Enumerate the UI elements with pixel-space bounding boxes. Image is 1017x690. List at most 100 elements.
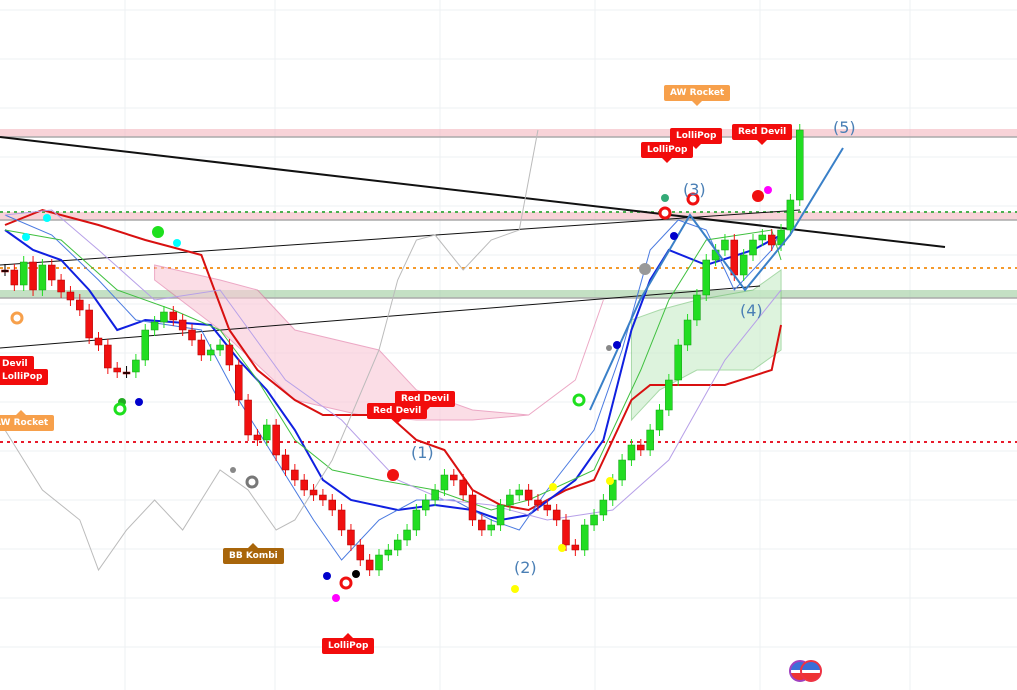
candle-body	[534, 499, 542, 506]
us-flag-event-icon[interactable]	[800, 660, 822, 682]
candle-body	[515, 489, 523, 496]
candle-body	[758, 234, 767, 241]
signal-ring	[572, 393, 586, 407]
candle-body	[225, 344, 234, 366]
signal-label-aw-rocket: AW Rocket	[0, 410, 55, 431]
signal-label-bb-kombi: BB Kombi	[223, 543, 284, 564]
candle-body	[337, 509, 346, 531]
signal-dot	[323, 572, 331, 580]
candle-body	[347, 529, 355, 546]
candle-body	[767, 234, 776, 246]
candle-body	[94, 337, 103, 346]
signal-dot	[152, 226, 164, 238]
candle-body	[309, 489, 318, 496]
signal-dot	[661, 194, 669, 202]
signal-ring	[686, 192, 700, 206]
signal-dot	[606, 345, 612, 351]
candle-body	[48, 264, 56, 281]
candle-body	[272, 424, 280, 456]
elliott-wave-line	[589, 147, 844, 411]
candle-body	[85, 309, 93, 339]
signal-label-lollipop: LolliPop	[670, 128, 723, 149]
signal-label-red-devil: Red Devil	[732, 124, 793, 145]
candle-body	[122, 371, 131, 375]
candle-body	[412, 509, 421, 531]
candle-body	[253, 434, 262, 441]
candle-body	[674, 344, 682, 381]
candle-body	[590, 514, 598, 526]
signal-dot	[606, 477, 614, 485]
candle-body	[281, 454, 290, 471]
candle-body	[300, 479, 308, 491]
candle-body	[291, 469, 299, 481]
signal-dot	[22, 233, 30, 241]
level-band	[0, 290, 1017, 298]
indicator-line	[4, 129, 539, 572]
candle-body	[169, 311, 178, 321]
signal-label-lollipop: LolliPop	[641, 142, 694, 163]
signal-ring	[245, 475, 259, 489]
signal-dot	[613, 341, 621, 349]
candle-body	[468, 494, 477, 521]
candle-body	[356, 544, 365, 561]
candle-body	[496, 504, 505, 526]
signal-dot	[670, 232, 678, 240]
signal-label-lollipop: LolliPop	[0, 369, 49, 385]
candle-body	[197, 339, 206, 356]
candle-body	[599, 499, 608, 516]
candle-body	[178, 319, 187, 331]
signal-dot	[639, 263, 651, 275]
candle-body	[328, 499, 336, 511]
candle-body	[150, 321, 159, 331]
candle-body	[749, 239, 757, 256]
candle-body	[655, 409, 664, 431]
signal-dot	[764, 186, 772, 194]
candle-body	[580, 524, 589, 551]
candle-body	[786, 199, 795, 231]
candle-body	[459, 479, 467, 496]
candle-body	[627, 444, 636, 461]
wave-label-3: (3)	[683, 180, 706, 199]
candle-body	[29, 261, 37, 291]
candle-body	[1, 269, 9, 273]
candle-body	[450, 474, 458, 481]
signal-ring	[658, 206, 672, 220]
candle-body	[188, 329, 196, 341]
signal-dot	[558, 544, 566, 552]
signal-label-aw-rocket: AW Rocket	[664, 85, 731, 106]
candle-body	[10, 269, 19, 286]
candle-body	[160, 311, 168, 323]
signal-label-devil: Devil	[0, 356, 34, 372]
candle-body	[263, 424, 271, 441]
level-band	[0, 212, 1017, 220]
candle-body	[365, 559, 374, 571]
trendline	[0, 285, 761, 349]
candle-body	[422, 499, 430, 511]
candle-body	[57, 279, 65, 293]
candle-body	[393, 539, 402, 551]
signal-dot	[752, 190, 764, 202]
signal-dot	[135, 398, 143, 406]
candle-body	[132, 359, 140, 373]
candle-body	[637, 444, 645, 451]
candle-body	[478, 519, 486, 531]
candle-body	[702, 259, 710, 296]
candle-body	[552, 509, 561, 521]
candle-body	[19, 261, 28, 286]
wave-label-1: (1)	[411, 443, 434, 462]
indicator-line	[4, 208, 783, 512]
candle-body	[618, 459, 626, 481]
signal-dot	[511, 585, 519, 593]
candle-body	[235, 364, 243, 401]
signal-ring	[339, 576, 353, 590]
candle-body	[403, 529, 411, 541]
candle-body	[104, 344, 112, 369]
candle-body	[487, 524, 495, 531]
candle-body	[524, 489, 533, 501]
candle-body	[206, 349, 215, 356]
indicator-line	[4, 209, 782, 521]
candle-body	[113, 367, 121, 373]
candle-body	[66, 291, 75, 301]
candle-body	[646, 429, 654, 451]
